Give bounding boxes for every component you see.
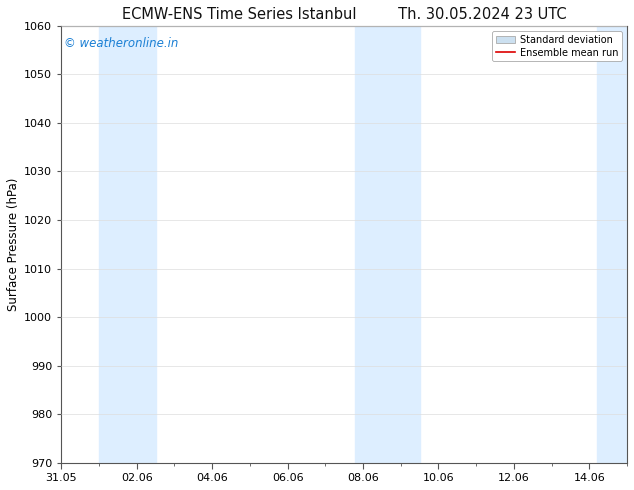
Title: ECMW-ENS Time Series Istanbul         Th. 30.05.2024 23 UTC: ECMW-ENS Time Series Istanbul Th. 30.05.…: [122, 7, 566, 22]
Bar: [356, 26, 420, 463]
Y-axis label: Surface Pressure (hPa): Surface Pressure (hPa): [7, 177, 20, 311]
Bar: [99, 26, 155, 463]
Text: © weatheronline.in: © weatheronline.in: [64, 37, 178, 50]
Bar: [597, 26, 627, 463]
Legend: Standard deviation, Ensemble mean run: Standard deviation, Ensemble mean run: [491, 31, 622, 61]
